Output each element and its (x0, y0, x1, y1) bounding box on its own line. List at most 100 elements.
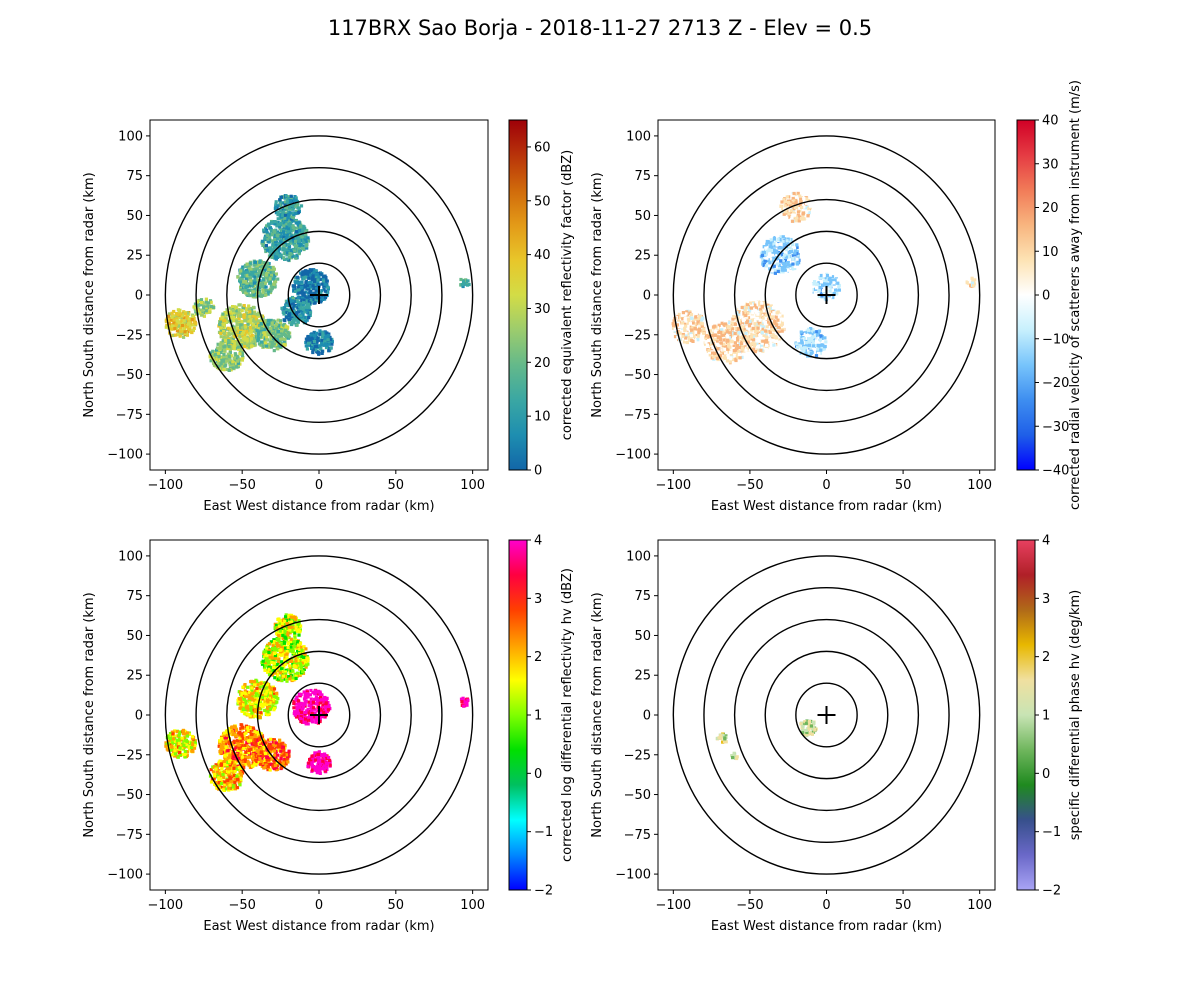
echo-gate (268, 330, 272, 334)
echo-gate (196, 309, 200, 313)
echo-gate (280, 679, 284, 683)
echo-gate (282, 230, 286, 234)
echo-gate (289, 299, 293, 303)
echo-gate (284, 315, 288, 319)
echo-gate (269, 318, 273, 322)
echo-gate (266, 246, 270, 250)
echo-gate (301, 270, 305, 274)
echo-gate (831, 281, 836, 285)
echo-gate (284, 236, 288, 240)
echo-gate (278, 240, 282, 244)
x-tick-label: 0 (822, 478, 830, 493)
echo-gate (673, 328, 677, 332)
echo-gate (318, 329, 322, 333)
echo-gate (308, 291, 312, 295)
echo-gate (790, 216, 794, 220)
echo-gate (785, 249, 789, 253)
echo-gate (296, 211, 300, 215)
echo-gate (242, 305, 246, 309)
y-tick-label: −75 (624, 408, 651, 423)
echo-gate (323, 282, 327, 286)
echo-gate (793, 205, 797, 210)
echo-gate (971, 278, 975, 282)
echo-gate (823, 336, 827, 340)
echo-gate (776, 325, 780, 329)
echo-gate (272, 349, 276, 353)
echo-gate (265, 261, 269, 265)
colorbar-tick-label: 50 (534, 194, 551, 209)
echo-gate (275, 322, 279, 326)
echo-gate (690, 338, 694, 343)
echo-gate (283, 200, 288, 204)
echo-gate (297, 239, 302, 243)
echo-gate (819, 343, 823, 347)
echo-gate (236, 359, 240, 363)
y-tick-label: −75 (116, 408, 143, 423)
echo-gate (799, 346, 804, 350)
echo-gate (772, 241, 776, 245)
echo-gate (174, 317, 178, 321)
echo-gate (729, 352, 733, 356)
echo-gate (769, 248, 773, 253)
echo-gate (244, 337, 249, 341)
echo-gate (817, 294, 821, 298)
echo-gate (297, 225, 301, 229)
echo-gate (293, 204, 297, 208)
echo-gate (283, 662, 287, 667)
echo-gate (747, 327, 751, 331)
echo-gate (314, 342, 319, 347)
echo-gate (206, 301, 211, 305)
echo-gate (263, 281, 267, 285)
echo-gate (286, 197, 290, 201)
echo-gate (269, 228, 273, 233)
echo-gate (290, 320, 294, 325)
echo-gate (769, 318, 774, 322)
echo-gate (761, 248, 765, 252)
echo-gate (170, 311, 174, 315)
echo-gate (780, 321, 784, 325)
echo-gate (767, 248, 771, 252)
echo-gate (802, 205, 806, 209)
echo-gate (251, 326, 255, 330)
echo-gate (171, 327, 175, 331)
echo-gate (758, 318, 762, 322)
echo-gate (271, 319, 275, 323)
echo-gate (272, 638, 276, 642)
echo-gate (304, 228, 308, 232)
range-ring (226, 198, 412, 392)
echo-gate (819, 273, 823, 278)
y-tick-label: 100 (118, 129, 143, 144)
echo-gate (804, 344, 809, 348)
echo-gate (243, 270, 247, 275)
echo-gate (760, 331, 764, 335)
echo-gate (307, 316, 311, 320)
echo-gate (814, 343, 818, 348)
echo-gate (307, 341, 311, 345)
echo-gate (815, 286, 819, 290)
echo-gate (263, 236, 267, 240)
echo-gate (760, 337, 765, 341)
echo-gate (762, 325, 766, 329)
echo-gate (757, 324, 762, 328)
echo-gate (312, 340, 317, 344)
echo-gate (172, 318, 176, 322)
echo-gate (770, 307, 774, 311)
echo-gate (314, 295, 318, 299)
echo-gate (291, 313, 295, 317)
echo-gate (253, 330, 257, 334)
echo-gate (239, 287, 243, 291)
echo-gate (679, 325, 684, 329)
echo-gate (754, 329, 758, 334)
echo-gate (677, 325, 682, 329)
echo-gate (310, 276, 314, 280)
echo-gate (291, 646, 295, 651)
echo-gate (280, 326, 284, 330)
echo-gate (695, 327, 699, 331)
echo-gate (687, 332, 691, 336)
echo-gate (259, 282, 263, 286)
echo-gate (270, 658, 274, 662)
echo-gate (261, 280, 265, 284)
echo-gate (771, 322, 775, 326)
echo-cell (671, 309, 707, 345)
echo-gate (716, 350, 720, 354)
